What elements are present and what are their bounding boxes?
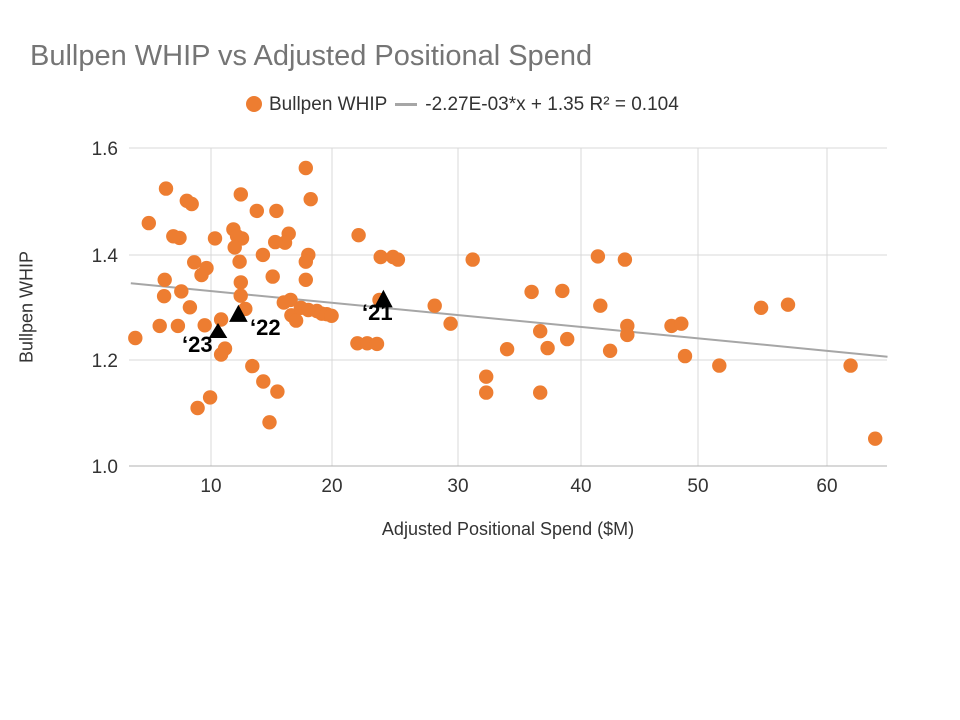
svg-text:60: 60 xyxy=(816,476,837,497)
svg-text:50: 50 xyxy=(687,476,708,497)
svg-text:1.2: 1.2 xyxy=(92,351,118,372)
svg-text:30: 30 xyxy=(447,476,468,497)
svg-text:‘23: ‘23 xyxy=(182,332,213,357)
svg-text:‘22: ‘22 xyxy=(250,315,281,340)
svg-text:1.6: 1.6 xyxy=(92,139,118,160)
svg-text:1.4: 1.4 xyxy=(92,246,119,267)
svg-text:40: 40 xyxy=(570,476,591,497)
svg-text:‘21: ‘21 xyxy=(362,300,393,325)
svg-text:20: 20 xyxy=(321,476,342,497)
svg-text:1.0: 1.0 xyxy=(92,457,118,478)
svg-text:10: 10 xyxy=(200,476,221,497)
